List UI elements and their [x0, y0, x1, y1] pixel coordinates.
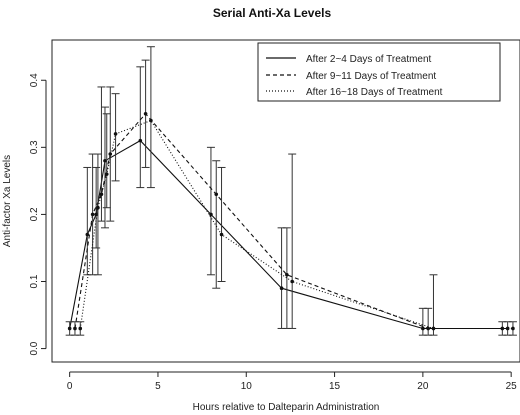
data-point	[67, 326, 72, 331]
data-point	[219, 232, 224, 237]
data-point	[78, 326, 83, 331]
chart-title: Serial Anti-Xa Levels	[213, 6, 332, 20]
x-axis: 0 5 10 15 20 25	[67, 371, 518, 392]
x-tick-label: 15	[329, 381, 341, 392]
series-solid	[65, 66, 507, 336]
data-point	[214, 192, 219, 197]
data-point	[421, 326, 425, 331]
legend-label-1: After 2~4 Days of Treatment	[306, 54, 432, 65]
data-point	[103, 158, 107, 163]
legend-label-2: After 9~11 Days of Treatment	[306, 71, 436, 82]
plot-frame	[51, 39, 520, 363]
series-dashed	[70, 59, 512, 336]
data-point	[209, 212, 213, 217]
y-tick-label: 0.4	[29, 73, 40, 87]
data-point	[279, 286, 284, 291]
data-point	[426, 326, 430, 331]
y-tick-label: 0.3	[29, 140, 40, 154]
y-tick-label: 0.2	[29, 207, 40, 221]
data-point	[285, 272, 289, 277]
y-tick-label: 0.1	[29, 274, 40, 288]
data-point	[143, 111, 148, 116]
data-point	[104, 172, 109, 176]
x-tick-label: 10	[241, 381, 253, 392]
y-axis: 0.0 0.1 0.2 0.3 0.4	[29, 73, 47, 356]
x-tick-label: 20	[417, 381, 429, 392]
y-axis-label: Anti-factor Xa Levels	[2, 155, 13, 247]
series-dotted	[76, 46, 517, 336]
x-tick-label: 5	[155, 381, 161, 392]
legend-box	[257, 42, 501, 102]
data-point	[96, 205, 100, 210]
series-line	[69, 139, 503, 330]
y-tick-label: 0.0	[29, 341, 40, 355]
data-point	[138, 138, 143, 143]
data-point	[149, 118, 153, 123]
data-point	[431, 326, 436, 331]
data-point	[511, 326, 515, 331]
series-group	[65, 46, 517, 336]
data-point	[90, 212, 95, 217]
data-point	[73, 326, 77, 331]
data-point	[85, 232, 90, 237]
x-tick-label: 25	[506, 381, 518, 392]
data-point	[108, 152, 113, 156]
data-point	[505, 326, 510, 331]
legend-label-3: After 16~18 Days of Treatment	[306, 87, 443, 98]
legend: After 2~4 Days of Treatment After 9~11 D…	[257, 42, 501, 102]
data-point	[94, 212, 98, 217]
data-point	[113, 132, 118, 136]
data-point	[290, 279, 294, 284]
x-tick-label: 0	[67, 381, 73, 392]
x-axis-label: Hours relative to Dalteparin Administrat…	[193, 402, 380, 413]
